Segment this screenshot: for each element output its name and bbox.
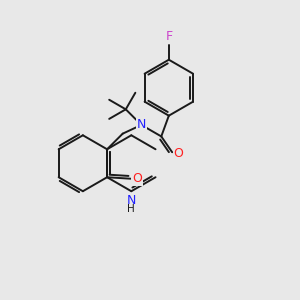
- Text: O: O: [132, 172, 142, 185]
- Text: H: H: [128, 205, 135, 214]
- Text: N: N: [127, 194, 136, 207]
- Text: O: O: [174, 147, 184, 160]
- Text: N: N: [137, 118, 146, 131]
- Text: F: F: [165, 30, 172, 43]
